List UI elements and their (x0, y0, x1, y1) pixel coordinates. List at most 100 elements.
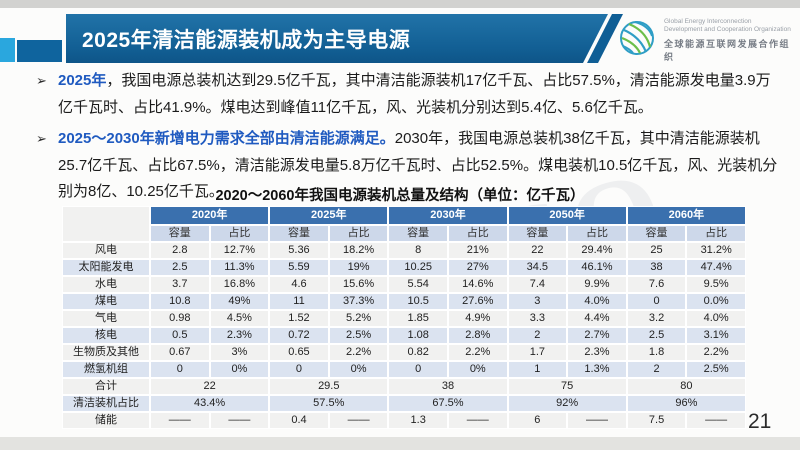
table-row: 煤电 10.8 49% 11 37.3% 10.5 27.6% 3 4.0% 0 0.0% (62, 293, 746, 310)
table-cell: 5.59 (269, 259, 329, 276)
table-cell: 2.2% (686, 344, 746, 361)
row-label: 储能 (62, 412, 150, 429)
row-label: 风电 (62, 242, 150, 259)
year-header: 2050年 (507, 206, 627, 225)
table-cell: 3.2 (626, 310, 687, 327)
subheader-capacity: 容量 (388, 225, 448, 242)
table-cell: 8 (388, 242, 448, 259)
table-cell: 9.5% (686, 276, 746, 293)
subheader-capacity: 容量 (626, 225, 687, 242)
table-cell: —— (447, 412, 508, 429)
table-cell: 7.4 (507, 276, 568, 293)
bottom-border-band (0, 437, 800, 450)
table-cell: 3.3 (507, 310, 568, 327)
row-label: 气电 (62, 310, 150, 327)
slide-title: 2025年清洁能源装机成为主导电源 (82, 28, 411, 52)
year-header: 2025年 (269, 206, 389, 225)
org-name-en-line1: Global Energy Interconnection (664, 18, 752, 25)
subheader-share: 占比 (686, 225, 746, 242)
table-cell: 38 (388, 378, 508, 395)
table-cell: 2.3% (567, 344, 627, 361)
table-cell: 1 (507, 361, 568, 378)
table-cell: 7.5 (626, 412, 687, 429)
table-cell: 46.1% (567, 259, 627, 276)
table-cell: 0.67 (150, 344, 210, 361)
table-row-total: 合计 22 29.5 38 75 80 (62, 378, 746, 395)
table-cell: 10.25 (388, 259, 448, 276)
table-cell: —— (686, 412, 746, 429)
table-cell: 0.65 (269, 344, 329, 361)
table-row: 生物质及其他 0.67 3% 0.65 2.2% 0.82 2.2% 1.7 2.3% 1.8 2.… (62, 344, 746, 361)
table-cell: 1.7 (507, 344, 568, 361)
table-cell: 38 (626, 259, 687, 276)
table-row-clean-share: 清洁装机占比 43.4% 57.5% 67.5% 92% 96% (62, 395, 746, 412)
row-label: 清洁装机占比 (62, 395, 150, 412)
year-header: 2030年 (388, 206, 508, 225)
table-cell: 10.5 (388, 293, 448, 310)
table-cell: 2.2% (447, 344, 508, 361)
top-border-band (0, 0, 800, 8)
table-cell: 5.36 (269, 242, 329, 259)
table-cell: 29.5 (269, 378, 389, 395)
table-cell: 57.5% (269, 395, 389, 412)
table-cell: 4.5% (209, 310, 270, 327)
organization-name: Global Energy Interconnection Developmen… (664, 18, 800, 63)
table-cell: 0 (388, 361, 448, 378)
subheader-capacity: 容量 (507, 225, 568, 242)
table-cell: 21% (447, 242, 508, 259)
table-corner-cell (62, 206, 150, 242)
table-cell: 0.98 (150, 310, 210, 327)
table-cell: 37.3% (328, 293, 389, 310)
table-cell: 3.7 (150, 276, 210, 293)
org-name-en-line2: Development and Cooperation Organization (664, 26, 791, 33)
table-cell: 2.3% (209, 327, 270, 344)
table-title: 2020～2060年我国电源装机总量及结构（单位：亿千瓦） (215, 188, 585, 204)
table-cell: 1.8 (626, 344, 687, 361)
table-cell: 10.8 (150, 293, 210, 310)
table-cell: 1.3% (567, 361, 627, 378)
bullet-arrow-icon: ➢ (36, 131, 47, 146)
table-row: 燃氢机组 0 0% 0 0% 0 0% 1 1.3% 2 2.5% (62, 361, 746, 378)
page-number: 21 (748, 410, 772, 433)
year-header: 2020年 (150, 206, 270, 225)
bullet-rest: 2030年，我国电源总装机38亿千瓦，其中清洁能源装机25.7亿千瓦、占比67.… (58, 130, 778, 200)
table-cell: 16.8% (209, 276, 270, 293)
table-cell: 14.6% (447, 276, 508, 293)
row-label: 燃氢机组 (62, 361, 150, 378)
table-cell: 4.0% (686, 310, 746, 327)
table-cell: 31.2% (686, 242, 746, 259)
table-cell: 7.6 (626, 276, 687, 293)
table-cell: 22 (507, 242, 568, 259)
table-cell: 2.8 (150, 242, 210, 259)
table-year-header-row: 2020年 2025年 2030年 2050年 2060年 (62, 206, 746, 242)
bullet-text: 2025年，我国电源总装机达到29.5亿千瓦，其中清洁能源装机17亿千瓦、占比5… (58, 68, 778, 121)
table-cell: 4.6 (269, 276, 329, 293)
table-row: 水电 3.7 16.8% 4.6 15.6% 5.54 14.6% 7.4 9.9% 7.6 9.5… (62, 276, 746, 293)
table-cell: 2.5% (686, 361, 746, 378)
bullet-item-2025-2030: ➢ 2025～2030年新增电力需求全部由清洁能源满足。2030年，我国电源总装… (36, 126, 778, 206)
table-cell: 1.85 (388, 310, 448, 327)
table-cell: 27% (447, 259, 508, 276)
row-label: 合计 (62, 378, 150, 395)
table-row-storage: 储能 —— —— 0.4 —— 1.3 —— 6 —— 7.5 —— (62, 412, 746, 429)
table-cell: 0% (447, 361, 508, 378)
row-label: 煤电 (62, 293, 150, 310)
table-cell: 25 (626, 242, 687, 259)
table-row: 风电 2.8 12.7% 5.36 18.2% 8 21% 22 29.4% 25 31.2% (62, 242, 746, 259)
row-label: 核电 (62, 327, 150, 344)
table-cell: 0.72 (269, 327, 329, 344)
table-cell: 0% (209, 361, 270, 378)
table-cell: 2.7% (567, 327, 627, 344)
globe-icon (616, 17, 658, 64)
table-cell: 2.5 (626, 327, 687, 344)
subheader-share: 占比 (447, 225, 508, 242)
table-cell: —— (328, 412, 389, 429)
title-accent-dark (17, 40, 62, 62)
table-cell: 67.5% (388, 395, 508, 412)
table-cell: 0 (626, 293, 687, 310)
table-row: 核电 0.5 2.3% 0.72 2.5% 1.08 2.8% 2 2.7% 2.5 3.1% (62, 327, 746, 344)
table-cell: 11 (269, 293, 329, 310)
table-cell: 0 (150, 361, 210, 378)
table-cell: 3.1% (686, 327, 746, 344)
subheader-capacity: 容量 (269, 225, 329, 242)
